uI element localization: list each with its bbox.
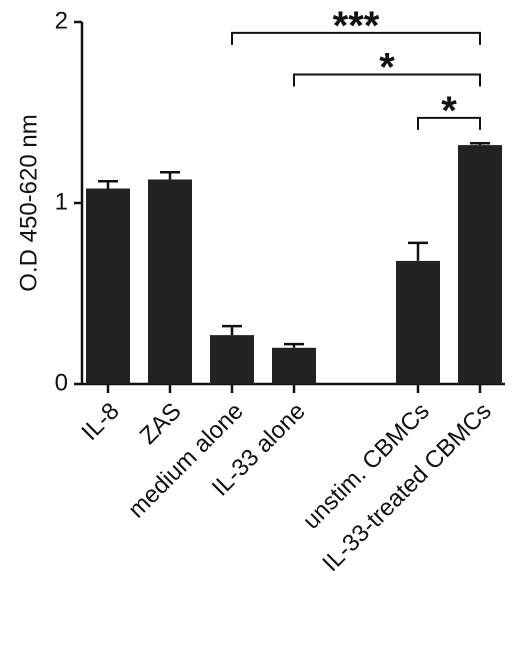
y-tick-label: 2: [55, 7, 68, 34]
error-bar: [284, 342, 304, 348]
significance-bracket: [293, 73, 481, 87]
error-bar: [470, 142, 490, 146]
y-tick-label: 0: [55, 369, 68, 396]
bar: [210, 335, 254, 384]
bar: [86, 188, 130, 384]
error-bar: [98, 180, 118, 189]
significance-bracket: [417, 116, 481, 130]
error-bar: [408, 241, 428, 261]
significance-bracket: [231, 31, 481, 45]
significance-label: *: [441, 89, 457, 133]
significance-label: *: [379, 45, 395, 89]
error-bar: [222, 324, 242, 336]
significance-label: ***: [333, 4, 380, 48]
bar: [272, 347, 316, 384]
error-bar: [160, 170, 180, 180]
x-tick-label: ZAS: [135, 398, 187, 450]
y-tick-label: 1: [55, 188, 68, 215]
bar: [458, 145, 502, 384]
bar: [148, 179, 192, 384]
bar: [396, 260, 440, 384]
x-tick-label: IL-8: [76, 398, 124, 446]
y-axis-label: O.D 450-620 nm: [15, 114, 42, 291]
